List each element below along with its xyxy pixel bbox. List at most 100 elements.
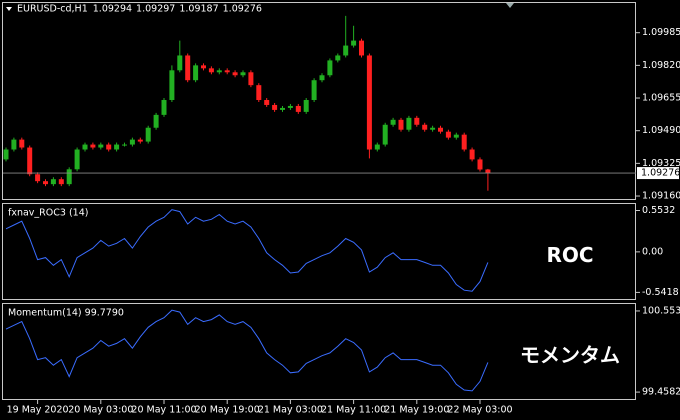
candle-body xyxy=(153,114,159,128)
annotation: モメンタム xyxy=(520,343,620,367)
candle-body xyxy=(390,119,396,125)
candle-body xyxy=(414,117,420,125)
candle-body xyxy=(98,144,104,148)
y-tick-label: 99.4582 xyxy=(642,387,680,398)
y-tick-label: -0.5418 xyxy=(642,287,679,298)
x-tick-label: 22 May 03:00 xyxy=(447,405,512,416)
candle-body xyxy=(422,124,428,130)
candle-body xyxy=(27,147,33,175)
candle-body xyxy=(327,60,333,76)
price-box xyxy=(637,167,679,180)
candle-body xyxy=(311,80,317,101)
candle-body xyxy=(303,100,309,112)
annotation: ROC xyxy=(546,243,593,267)
candle-body xyxy=(335,55,341,61)
candle-body xyxy=(398,119,404,130)
candle-body xyxy=(256,85,262,101)
candle-body xyxy=(216,70,222,73)
x-tick-label: 21 May 19:00 xyxy=(384,405,449,416)
candle-body xyxy=(438,127,443,132)
indicator-line xyxy=(5,209,489,292)
x-tick-label: 20 May 11:00 xyxy=(131,405,196,416)
candle-body xyxy=(272,104,278,110)
candle-body xyxy=(35,174,41,182)
y-tick-label: 1.09820 xyxy=(642,60,680,71)
candle-body xyxy=(264,100,270,105)
candle-body xyxy=(359,40,364,56)
candle-body xyxy=(201,65,206,69)
candle-body xyxy=(106,144,112,150)
y-tick-label: 1.09325 xyxy=(642,158,680,169)
candle-body xyxy=(50,179,56,185)
candle-body xyxy=(343,45,349,56)
y-tick-label: 1.09985 xyxy=(642,27,680,38)
candle-body xyxy=(280,107,285,110)
menu-arrow xyxy=(6,7,12,11)
candle-body xyxy=(430,127,436,130)
candle-body xyxy=(82,144,88,150)
price-label: 1.09276 xyxy=(641,168,680,179)
candle-body xyxy=(11,139,17,150)
x-tick-label: 20 May 03:00 xyxy=(68,405,133,416)
x-tick-label: 21 May 03:00 xyxy=(258,405,323,416)
candle-body xyxy=(351,40,357,46)
header-close: 1.09276 xyxy=(223,4,262,15)
candle-body xyxy=(248,72,254,86)
candle-body xyxy=(453,134,459,138)
shift-marker xyxy=(506,3,514,8)
candle-body xyxy=(169,70,175,101)
header-high: 1.09297 xyxy=(136,4,175,15)
y-tick-label: 1.09490 xyxy=(642,125,680,136)
candle-body xyxy=(161,100,167,115)
y-tick-label: 100.5532 xyxy=(642,305,680,316)
candle-body xyxy=(319,75,325,81)
candle-body xyxy=(122,144,127,146)
indicator-line xyxy=(5,309,489,392)
candle-body xyxy=(177,55,183,71)
indicator-title: Momentum(14) 99.7790 xyxy=(8,308,124,319)
candle-body xyxy=(208,68,214,73)
y-tick-label: 0.5532 xyxy=(642,205,675,216)
candle-body xyxy=(445,131,451,138)
candle-body xyxy=(58,179,64,185)
candle-body xyxy=(137,139,143,142)
candle-body xyxy=(382,124,388,145)
y-tick-label: 1.09160 xyxy=(642,191,680,202)
candle-body xyxy=(477,159,483,170)
candle-body xyxy=(295,105,301,112)
main-panel-frame xyxy=(2,2,636,200)
candle-body xyxy=(43,181,48,185)
candle-body xyxy=(90,144,96,148)
candle-body xyxy=(366,55,372,150)
x-tick-label: 21 May 11:00 xyxy=(321,405,386,416)
candle-body xyxy=(374,144,380,150)
candle-body xyxy=(240,72,246,76)
candle-body xyxy=(114,144,120,150)
candle-body xyxy=(185,55,191,81)
candle-body xyxy=(232,72,238,76)
candle-body xyxy=(74,149,80,170)
candle-body xyxy=(3,149,9,160)
candle-body xyxy=(406,117,412,130)
candle-body xyxy=(485,169,491,174)
candle-body xyxy=(461,134,467,150)
y-tick-label: 1.09655 xyxy=(642,93,680,104)
header-low: 1.09187 xyxy=(179,4,218,15)
x-tick-label: 20 May 19:00 xyxy=(195,405,260,416)
candle-body xyxy=(224,70,230,73)
candle-body xyxy=(66,169,72,185)
candle-body xyxy=(145,127,151,142)
candle-body xyxy=(287,105,293,108)
header-open: 1.09294 xyxy=(93,4,132,15)
momentum-panel-frame xyxy=(2,303,636,400)
candle-body xyxy=(129,139,135,145)
candle-body xyxy=(193,65,199,81)
candle-body xyxy=(469,149,475,160)
indicator-title: fxnav_ROC3 (14) xyxy=(8,208,88,219)
candle-body xyxy=(19,139,25,148)
y-tick-label: 0.00 xyxy=(642,246,663,257)
symbol-title: EURUSD-cd,H1 xyxy=(17,4,88,15)
